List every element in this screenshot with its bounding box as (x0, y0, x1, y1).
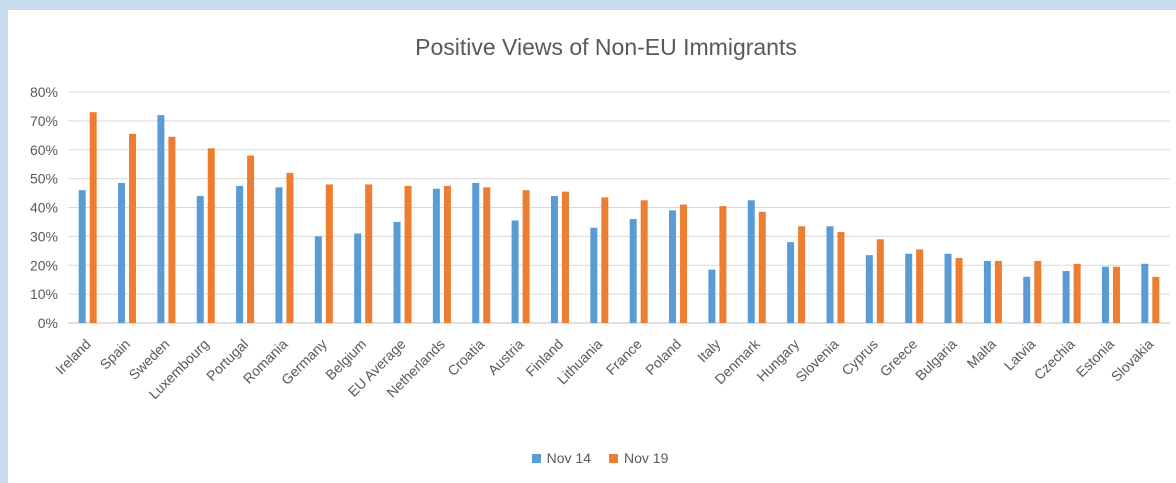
bar (787, 242, 795, 323)
bar (325, 184, 333, 323)
bar (196, 195, 204, 323)
x-tick-label: Italy (694, 336, 723, 365)
legend: Nov 14 Nov 19 (8, 450, 1176, 466)
x-tick-label: Bulgaria (912, 336, 960, 384)
bar (601, 197, 609, 323)
bar (207, 148, 215, 323)
x-tick-label: Spain (97, 336, 134, 373)
bar (1101, 266, 1109, 323)
bar (550, 195, 558, 323)
bar (354, 233, 362, 323)
chart-plot: 0%10%20%30%40%50%60%70%80%Ireland SpainSw… (30, 84, 1170, 402)
bar (472, 182, 480, 323)
bar (1112, 266, 1120, 323)
bar (826, 226, 834, 323)
bar (157, 115, 165, 323)
bar (983, 260, 991, 323)
legend-item-series-1: Nov 14 (531, 450, 591, 466)
x-tick-label: Slovenia (792, 336, 841, 385)
bar (118, 182, 126, 323)
y-tick-label: 60% (30, 142, 58, 158)
bar (483, 187, 491, 323)
bar (1062, 271, 1070, 323)
bar (1073, 263, 1081, 323)
bar (365, 184, 373, 323)
bar (561, 191, 569, 323)
x-tick-label: Latvia (1001, 336, 1039, 374)
chart-title: Positive Views of Non-EU Immigrants (415, 34, 797, 60)
bar (944, 253, 952, 323)
y-tick-label: 10% (30, 286, 58, 302)
bar (522, 190, 530, 323)
bar (590, 227, 598, 323)
x-tick-label: Czechia (1031, 336, 1078, 383)
bar (275, 187, 283, 323)
x-tick-label: Cyprus (838, 336, 881, 379)
bar (629, 219, 637, 323)
bar (1152, 276, 1160, 323)
bar (747, 200, 755, 323)
y-tick-label: 40% (30, 200, 58, 216)
bar (314, 236, 322, 323)
x-tick-label: Poland (642, 336, 684, 378)
chart-area: Positive Views of Non-EU Immigrants 0% 10… (8, 10, 1176, 483)
bar (669, 210, 677, 323)
bar (1034, 260, 1042, 323)
bar (286, 172, 294, 323)
y-tick-label: 80% (30, 84, 58, 100)
bar (876, 239, 884, 323)
bar (798, 226, 806, 323)
bar (129, 133, 137, 323)
bar (994, 260, 1002, 323)
bar (89, 112, 97, 324)
bar (236, 185, 244, 323)
bar (640, 200, 648, 323)
x-tick-label: Malta (963, 336, 999, 372)
bar (247, 155, 255, 323)
legend-swatch-series-1 (531, 453, 541, 463)
x-tick-label: Austria (485, 336, 527, 378)
x-tick-label: Croatia (444, 336, 487, 379)
legend-item-series-2: Nov 19 (609, 450, 668, 466)
x-tick-label: Ireland (52, 336, 94, 378)
y-tick-label: 0% (38, 315, 58, 331)
bar (78, 190, 86, 323)
y-tick-label: 70% (30, 113, 58, 129)
x-tick-label: Slovakia (1108, 336, 1157, 385)
bar (837, 232, 845, 323)
bar (719, 206, 727, 323)
bar (1023, 276, 1031, 323)
bar (443, 185, 451, 323)
bar (404, 185, 412, 323)
legend-label-series-1: Nov 14 (546, 450, 591, 466)
y-tick-label: 20% (30, 257, 58, 273)
bar (865, 255, 873, 323)
bar (168, 136, 176, 323)
bar (511, 220, 519, 323)
bar (1141, 263, 1149, 323)
y-tick-label: 30% (30, 228, 58, 244)
bar (708, 269, 716, 323)
bar (916, 249, 924, 323)
bar (955, 258, 963, 323)
bar (432, 188, 440, 323)
legend-label-series-2: Nov 19 (624, 450, 669, 466)
legend-swatch-series-2 (609, 453, 618, 463)
bar (905, 253, 913, 323)
bar (393, 221, 401, 323)
bar (680, 204, 688, 323)
bar (758, 211, 766, 323)
y-tick-label: 50% (30, 171, 58, 187)
x-tick-label: France (603, 336, 645, 378)
